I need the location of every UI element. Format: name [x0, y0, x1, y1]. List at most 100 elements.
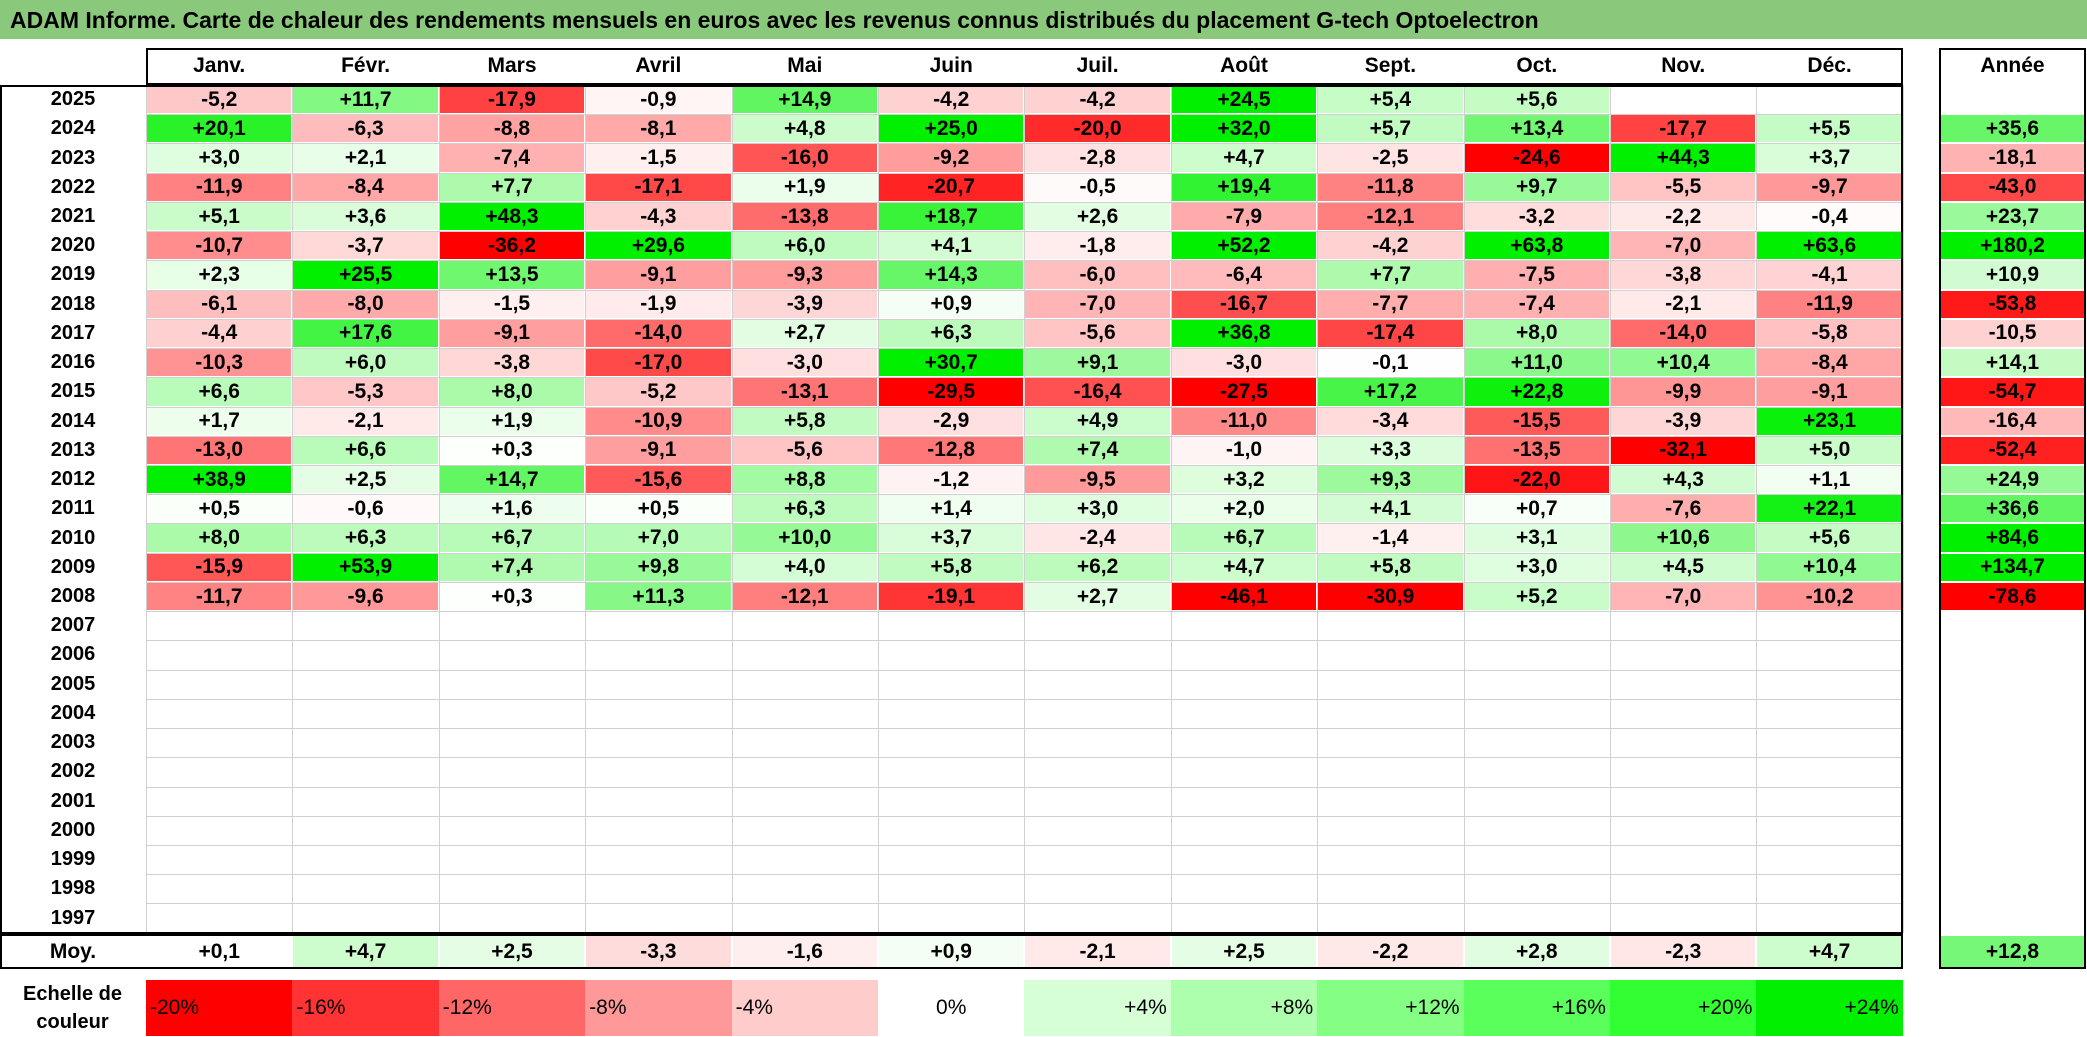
- heatmap-cell: -9,1: [586, 436, 731, 464]
- heatmap-cell: -2,9: [879, 407, 1024, 435]
- heatmap-cell: [1611, 729, 1756, 757]
- heatmap-cell: +25,5: [293, 261, 438, 289]
- row-year-label: 2013: [50, 438, 96, 461]
- heatmap-cell: [879, 729, 1024, 757]
- heatmap-cell: [1757, 845, 1902, 874]
- heatmap-cell: [1318, 845, 1463, 874]
- heatmap-cell: +9,8: [586, 553, 731, 581]
- heatmap-cell: [586, 641, 731, 669]
- average-cell: +0,9: [879, 936, 1024, 967]
- heatmap-cell: [293, 787, 438, 815]
- heatmap-cell: [293, 875, 438, 903]
- heatmap-cell: -2,1: [1611, 290, 1756, 318]
- heatmap-cell: -12,1: [732, 582, 877, 611]
- col-grid-line: [1024, 85, 1026, 933]
- heatmap-cell: [1171, 787, 1317, 815]
- heatmap-cell: -10,7: [147, 232, 292, 260]
- heatmap-cell: [293, 758, 438, 786]
- row-year-label: 2024: [50, 117, 96, 140]
- scale-step: -8%: [585, 980, 732, 1036]
- heatmap-cell: -8,8: [439, 115, 585, 143]
- heatmap-cell: +9,7: [1464, 173, 1609, 201]
- heatmap-cell: -6,0: [1025, 261, 1170, 289]
- annual-cell: -54,7: [1941, 378, 2084, 406]
- heatmap-cell: -16,4: [1025, 378, 1170, 406]
- heatmap-cell: +3,1: [1464, 524, 1609, 552]
- heatmap-cell: -13,0: [147, 436, 292, 464]
- scale-step: +24%: [1756, 980, 1903, 1036]
- heatmap-cell: [1464, 699, 1609, 728]
- annual-cell: [1941, 670, 2084, 698]
- heatmap-cell: [1464, 729, 1609, 757]
- row-year-label: 2015: [50, 380, 96, 403]
- heatmap-cell: +32,0: [1171, 115, 1317, 143]
- heatmap-cell: -5,8: [1757, 319, 1902, 348]
- heatmap-cell: -6,1: [147, 290, 292, 318]
- col-grid-line: [731, 85, 733, 933]
- heatmap-cell: -1,0: [1171, 436, 1317, 464]
- heatmap-cell: +20,1: [147, 115, 292, 143]
- heatmap-cell: +8,0: [147, 524, 292, 552]
- heatmap-cell: -5,2: [586, 378, 731, 406]
- heatmap-cell: -12,8: [879, 436, 1024, 464]
- scale-step: -20%: [146, 980, 293, 1036]
- heatmap-cell: [439, 787, 585, 815]
- heatmap-cell: [1171, 641, 1317, 669]
- heatmap-cell: +6,7: [1171, 524, 1317, 552]
- heatmap-cell: +1,1: [1757, 465, 1902, 494]
- heatmap-cell: +5,0: [1757, 436, 1902, 464]
- heatmap-cell: -7,0: [1611, 582, 1756, 611]
- heatmap-cell: +0,5: [586, 495, 731, 523]
- heatmap-cell: [1318, 641, 1463, 669]
- heatmap-cell: +5,8: [879, 553, 1024, 581]
- row-year-label: 2008: [50, 585, 96, 608]
- col-grid-line: [1463, 85, 1465, 933]
- heatmap-cell: [732, 699, 877, 728]
- heatmap-cell: [1318, 699, 1463, 728]
- heatmap-cell: [147, 845, 292, 874]
- heatmap-cell: -8,4: [1757, 349, 1902, 377]
- heatmap-cell: -4,2: [879, 86, 1024, 114]
- heatmap-cell: +5,1: [147, 202, 292, 231]
- heatmap-cell: +48,3: [439, 202, 585, 231]
- heatmap-cell: [1464, 612, 1609, 640]
- annual-cell: +180,2: [1941, 232, 2084, 260]
- heatmap-cell: -3,8: [1611, 261, 1756, 289]
- heatmap-cell: [586, 729, 731, 757]
- heatmap-cell: +25,0: [879, 115, 1024, 143]
- annual-cell: +36,6: [1941, 495, 2084, 523]
- row-year-label: 2011: [51, 497, 95, 520]
- heatmap-cell: +4,3: [1611, 465, 1756, 494]
- heatmap-cell: +3,0: [147, 144, 292, 172]
- heatmap-cell: -24,6: [1464, 144, 1609, 172]
- heatmap-cell: +10,4: [1611, 349, 1756, 377]
- heatmap-cell: [1757, 787, 1902, 815]
- heatmap-cell: [147, 612, 292, 640]
- heatmap-cell: -17,1: [586, 173, 731, 201]
- heatmap-cell: +6,6: [147, 378, 292, 406]
- heatmap-cell: -10,9: [586, 407, 731, 435]
- heatmap-cell: -30,9: [1318, 582, 1463, 611]
- heatmap-cell: [879, 699, 1024, 728]
- heatmap-cell: +1,9: [439, 407, 585, 435]
- heatmap-cell: -4,4: [147, 319, 292, 348]
- heatmap-cell: [1025, 816, 1170, 844]
- annual-cell: [1941, 699, 2084, 728]
- heatmap-cell: -0,4: [1757, 202, 1902, 231]
- col-grid-line: [146, 85, 147, 933]
- heatmap-cell: [439, 904, 585, 932]
- heatmap-cell: [1025, 641, 1170, 669]
- heatmap-cell: -0,6: [293, 495, 438, 523]
- heatmap-cell: -0,1: [1318, 349, 1463, 377]
- scale-step: -16%: [292, 980, 439, 1036]
- heatmap-cell: -2,2: [1611, 202, 1756, 231]
- heatmap-cell: +17,6: [293, 319, 438, 348]
- heatmap-cell: -1,9: [586, 290, 731, 318]
- row-year-label: 2025: [50, 88, 96, 111]
- heatmap-cell: +6,0: [732, 232, 877, 260]
- heatmap-cell: -16,7: [1171, 290, 1317, 318]
- heatmap-cell: -9,6: [293, 582, 438, 611]
- heatmap-cell: -4,1: [1757, 261, 1902, 289]
- average-cell: -2,1: [1025, 936, 1170, 967]
- heatmap-cell: -13,5: [1464, 436, 1609, 464]
